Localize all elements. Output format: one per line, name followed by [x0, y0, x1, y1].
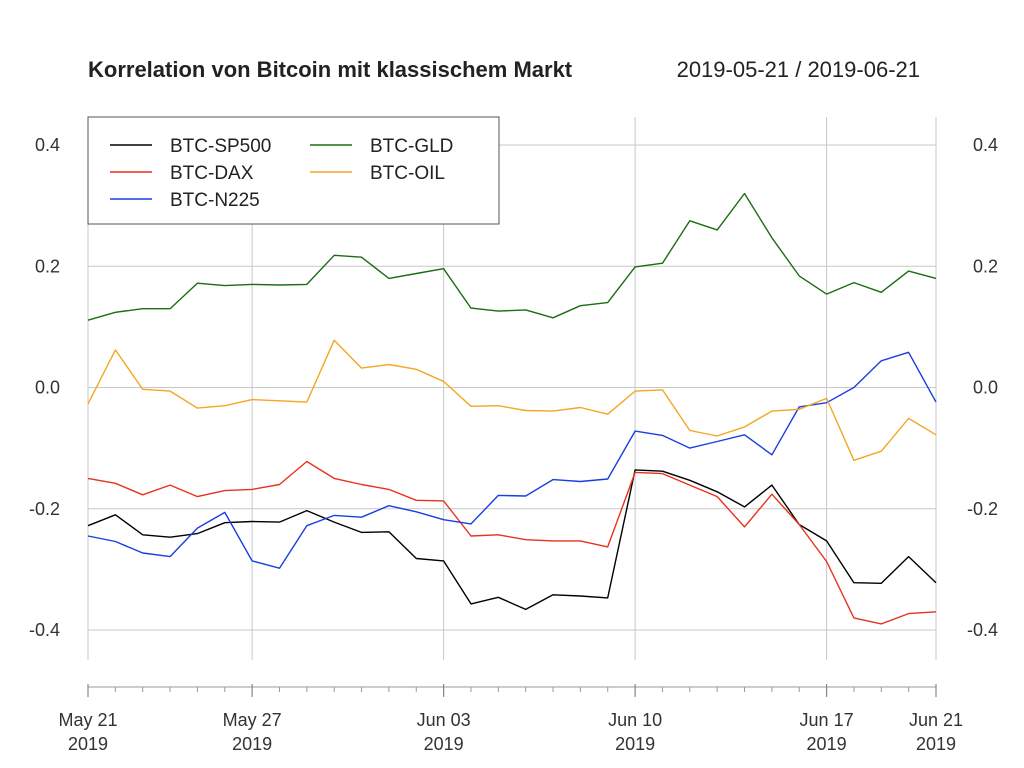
x-tick-year: 2019 [68, 734, 108, 754]
x-tick-label: Jun 17 [800, 710, 854, 730]
x-tick-label: May 27 [223, 710, 282, 730]
series-line-btc-oil [87, 339, 937, 461]
chart-subtitle: 2019-05-21 / 2019-06-21 [677, 57, 920, 82]
series-lines [87, 192, 937, 625]
x-tick-label: Jun 21 [909, 710, 963, 730]
x-tick-year: 2019 [424, 734, 464, 754]
legend-label: BTC-OIL [370, 163, 445, 184]
legend: BTC-SP500 BTC-DAX BTC-N225 BTC-GLD BTC-OIL [87, 116, 500, 225]
x-tick-year: 2019 [615, 734, 655, 754]
series-line-btc-dax [87, 460, 937, 625]
y-tick-label-right: 0.4 [973, 135, 998, 155]
y-tick-label-left: 0.4 [35, 135, 60, 155]
chart-title: Korrelation von Bitcoin mit klassischem … [88, 57, 573, 82]
series-line-btc-gld [87, 192, 937, 321]
legend-label: BTC-N225 [170, 190, 260, 211]
y-tick-label-right: 0.2 [973, 256, 998, 276]
series-line-btc-n225 [87, 351, 937, 569]
y-tick-label-left: 0.0 [35, 378, 60, 398]
legend-label: BTC-GLD [370, 136, 453, 157]
legend-label: BTC-DAX [170, 163, 254, 184]
x-tick-year: 2019 [232, 734, 272, 754]
y-axis-right: 0.4 0.2 0.0 -0.2 -0.4 [967, 135, 998, 640]
x-tick-label: Jun 10 [608, 710, 662, 730]
y-tick-label-right: 0.0 [973, 378, 998, 398]
y-tick-label-left: -0.4 [29, 620, 60, 640]
x-tick-label: Jun 03 [417, 710, 471, 730]
y-tick-label-right: -0.2 [967, 499, 998, 519]
y-tick-label-left: 0.2 [35, 256, 60, 276]
y-axis-left: 0.4 0.2 0.0 -0.2 -0.4 [29, 135, 60, 640]
x-tick-label: May 21 [58, 710, 117, 730]
x-tick-year: 2019 [916, 734, 956, 754]
y-tick-label-right: -0.4 [967, 620, 998, 640]
legend-box [87, 116, 500, 225]
x-axis: May 21 2019 May 27 2019 Jun 03 2019 Jun 10 2019… [58, 684, 963, 754]
x-tick-year: 2019 [807, 734, 847, 754]
legend-label: BTC-SP500 [170, 136, 271, 157]
y-tick-label-left: -0.2 [29, 499, 60, 519]
series-line-btc-sp500 [87, 469, 937, 611]
